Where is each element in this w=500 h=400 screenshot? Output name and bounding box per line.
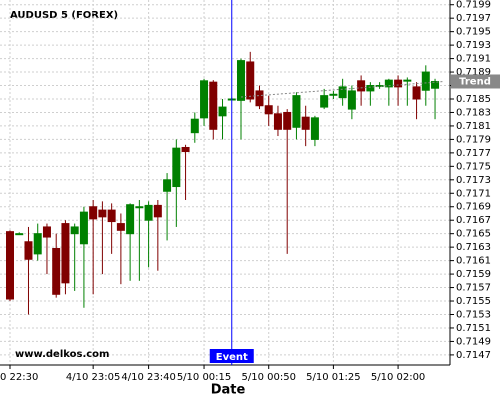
candle-body (126, 204, 135, 235)
candle-body (61, 223, 70, 284)
y-tick-label: 0.7147 (456, 350, 491, 361)
y-tick-label: 0.7181 (456, 121, 491, 132)
trend-line (240, 80, 445, 98)
candle-body (181, 146, 190, 153)
candle-body (107, 209, 116, 223)
y-tick-label: 0.7195 (456, 27, 491, 38)
x-tick-label: 5/10 02:00 (371, 372, 425, 383)
x-axis-title: Date (211, 383, 246, 398)
candle-body (421, 71, 430, 91)
y-tick-label: 0.7169 (456, 202, 491, 213)
event-badge (209, 349, 254, 363)
candle-body (329, 93, 338, 96)
candle-body (15, 233, 24, 236)
y-tick-label: 0.7183 (456, 107, 491, 118)
candle-body (79, 211, 88, 245)
y-tick-label: 0.7179 (456, 134, 491, 145)
candle-body (200, 80, 209, 119)
y-tick-label: 0.7151 (456, 323, 491, 334)
candle-body (246, 61, 255, 100)
event-label: Event (216, 352, 248, 363)
y-tick-label: 0.7171 (456, 188, 491, 199)
y-tick-label: 0.7161 (456, 256, 491, 267)
x-tick-label: 5/10 00:15 (177, 372, 231, 383)
y-tick-label: 0.7173 (456, 175, 491, 186)
candle-body (33, 233, 42, 255)
candle-body (375, 85, 384, 88)
candle-body (338, 86, 347, 99)
x-tick-label: 5/10 00:50 (241, 372, 295, 383)
y-tick-label: 0.7159 (456, 269, 491, 280)
candle-body (310, 117, 319, 140)
y-tick-label: 0.7189 (456, 67, 491, 78)
y-tick-label: 0.7167 (456, 215, 491, 226)
y-tick-label: 0.7175 (456, 161, 491, 172)
y-tick-label: 0.7185 (456, 94, 491, 105)
candle-body (172, 147, 181, 188)
candle-body (320, 95, 329, 108)
y-tick-label: 0.7155 (456, 296, 491, 307)
candle-body (6, 231, 14, 300)
y-tick-label: 0.7191 (456, 54, 491, 65)
y-tick-label: 0.7157 (456, 283, 491, 294)
candle-body (292, 95, 301, 128)
x-tick-label: 4/10 23:05 (66, 372, 120, 383)
candle-body (116, 223, 125, 231)
y-tick-label: 0.7153 (456, 309, 491, 320)
y-tick-label: 0.7199 (456, 0, 491, 11)
y-tick-label: 0.7177 (456, 148, 491, 159)
candle-body (394, 79, 403, 88)
candle-body (403, 79, 412, 82)
watermark: www.delkos.com (15, 349, 109, 360)
candle-body (384, 79, 393, 88)
candle-body (283, 111, 292, 130)
candle-body (153, 204, 162, 218)
candle-body (255, 90, 264, 107)
x-tick-label: 0 22:30 (0, 372, 38, 383)
candle-body (70, 226, 79, 235)
y-tick-label: 0.7197 (456, 13, 491, 24)
candle-body (347, 90, 356, 110)
candle-body (357, 80, 366, 92)
y-tick-label: 0.7149 (456, 336, 491, 347)
candle-body (190, 118, 199, 134)
candle-body (209, 81, 218, 130)
y-tick-label: 0.7165 (456, 229, 491, 240)
x-tick-label: 5/10 01:25 (306, 372, 360, 383)
candle-body (163, 179, 172, 192)
candle-body (264, 105, 273, 115)
candle-body (144, 204, 153, 221)
candle-body (412, 86, 421, 100)
candle-body (135, 206, 144, 209)
candle-body (52, 247, 61, 295)
candle-body (273, 113, 282, 130)
y-tick-label: 0.7193 (456, 40, 491, 51)
candle-body (431, 80, 440, 89)
candle-body (366, 85, 375, 92)
candle-body (89, 206, 98, 220)
candle-body (237, 60, 245, 101)
chart-title: AUDUSD 5 (FOREX) (10, 10, 118, 21)
candle-body (218, 106, 227, 117)
y-tick-label: 0.7163 (456, 242, 491, 253)
candle-body (42, 226, 51, 238)
candle-body (301, 116, 310, 130)
candle-body (98, 209, 107, 218)
x-tick-label: 4/10 23:40 (121, 372, 175, 383)
trend-badge (451, 74, 500, 89)
trend-label: Trend (459, 76, 491, 87)
candle-body (24, 241, 33, 260)
